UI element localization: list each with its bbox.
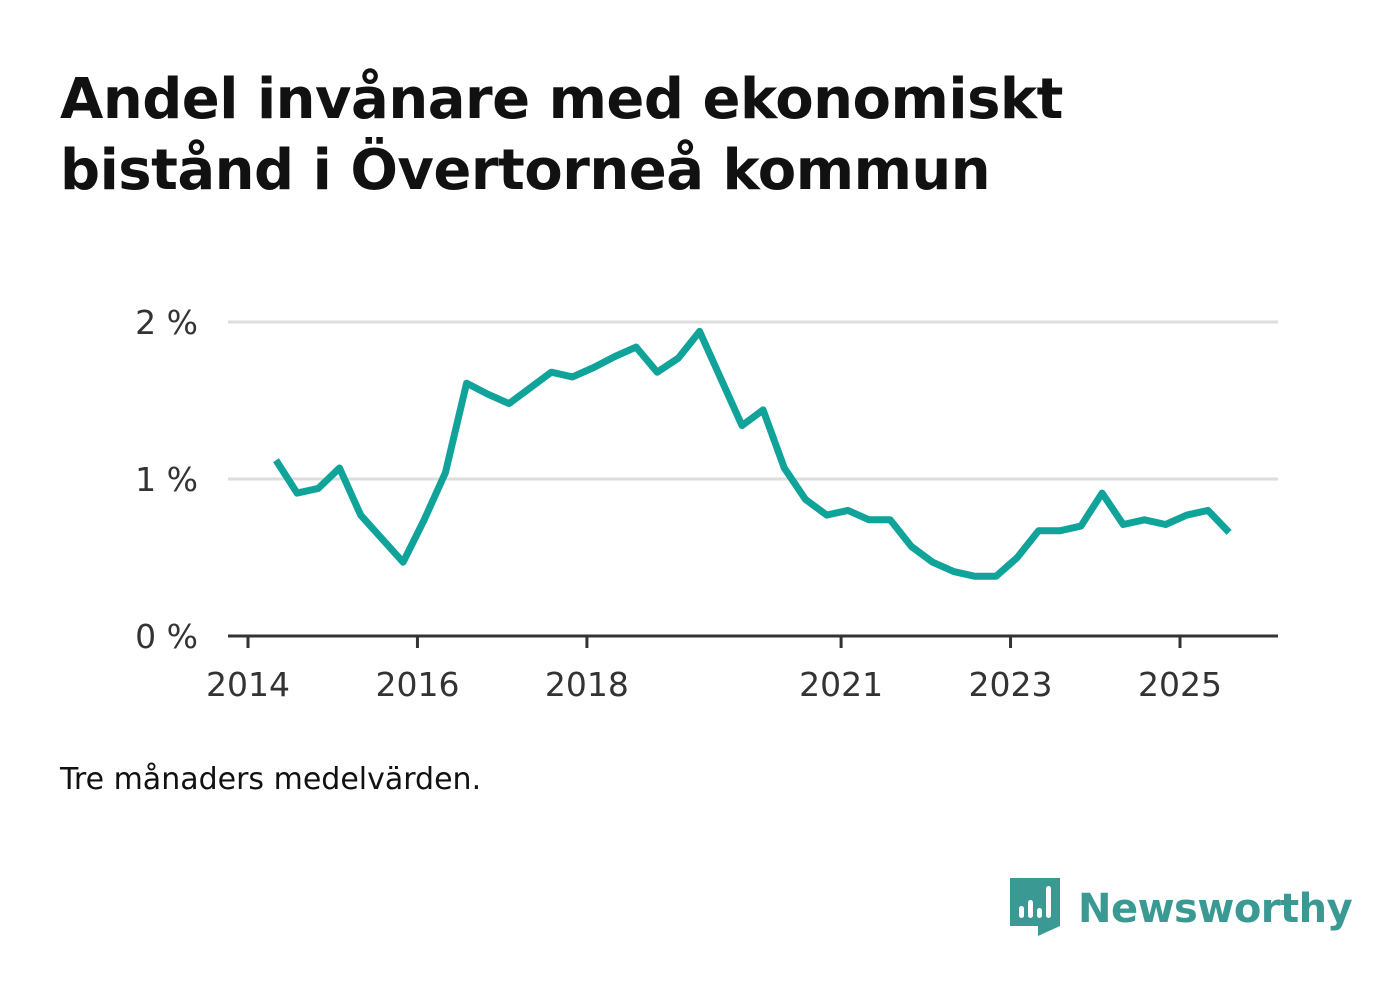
data-point (463, 380, 470, 387)
data-point (357, 512, 364, 519)
data-point (675, 355, 682, 362)
data-point (823, 512, 830, 519)
data-point (1141, 516, 1148, 523)
chart-title-line-2: bistånd i Övertorneå kommun (60, 138, 991, 203)
data-point (760, 406, 767, 413)
data-point (633, 344, 640, 351)
data-point (717, 375, 724, 382)
data-point (1035, 527, 1042, 534)
data-point (781, 465, 788, 472)
brand-name: Newsworthy (1078, 886, 1353, 932)
chart-title-line-1: Andel invånare med ekonomiskt (60, 67, 1063, 132)
data-point (696, 328, 703, 335)
brand-logo: Newsworthy (1010, 876, 1353, 942)
data-point (442, 469, 449, 476)
data-point (272, 457, 279, 464)
data-point (421, 516, 428, 523)
data-point (971, 573, 978, 580)
data-point (378, 535, 385, 542)
data-point (1099, 490, 1106, 497)
data-point (844, 507, 851, 514)
chart-note: Tre månaders medelvärden. (60, 762, 482, 797)
x-tick-label: 2016 (375, 665, 459, 704)
x-tick-label: 2023 (969, 665, 1053, 704)
data-point (738, 422, 745, 429)
data-point (1183, 512, 1190, 519)
data-point (484, 391, 491, 398)
data-point (569, 373, 576, 380)
data-point (294, 490, 301, 497)
x-tick-label: 2021 (799, 665, 883, 704)
data-point (611, 353, 618, 360)
data-point (1162, 521, 1169, 528)
data-point (1056, 527, 1063, 534)
data-point (400, 559, 407, 566)
series-line-0 (273, 327, 1232, 580)
data-point (1204, 507, 1211, 514)
data-point (590, 364, 597, 371)
chart-title: Andel invånare med ekonomiskt bistånd i … (60, 64, 1260, 206)
data-point (1226, 529, 1233, 536)
y-tick-label: 0 % (135, 617, 198, 656)
data-point (887, 516, 894, 523)
line-chart: 0 % 1 % 2 % 2014 2016 2018 2021 2023 2025 (135, 303, 1278, 704)
data-point (1077, 523, 1084, 530)
data-point (950, 568, 957, 575)
x-tick-label: 2014 (206, 665, 290, 704)
x-tick-label: 2025 (1138, 665, 1222, 704)
data-point (654, 369, 661, 376)
y-tick-label: 2 % (135, 303, 198, 342)
data-point (908, 543, 915, 550)
data-point (336, 465, 343, 472)
data-point (548, 369, 555, 376)
data-point (866, 516, 873, 523)
x-tick-label: 2018 (545, 665, 629, 704)
data-point (802, 496, 809, 503)
newsworthy-logo-icon (1010, 878, 1060, 936)
y-tick-label: 1 % (135, 460, 198, 499)
data-point (1120, 521, 1127, 528)
data-point (505, 400, 512, 407)
data-point (993, 573, 1000, 580)
data-point (1014, 554, 1021, 561)
data-point (929, 559, 936, 566)
data-point (315, 485, 322, 492)
data-point (527, 384, 534, 391)
